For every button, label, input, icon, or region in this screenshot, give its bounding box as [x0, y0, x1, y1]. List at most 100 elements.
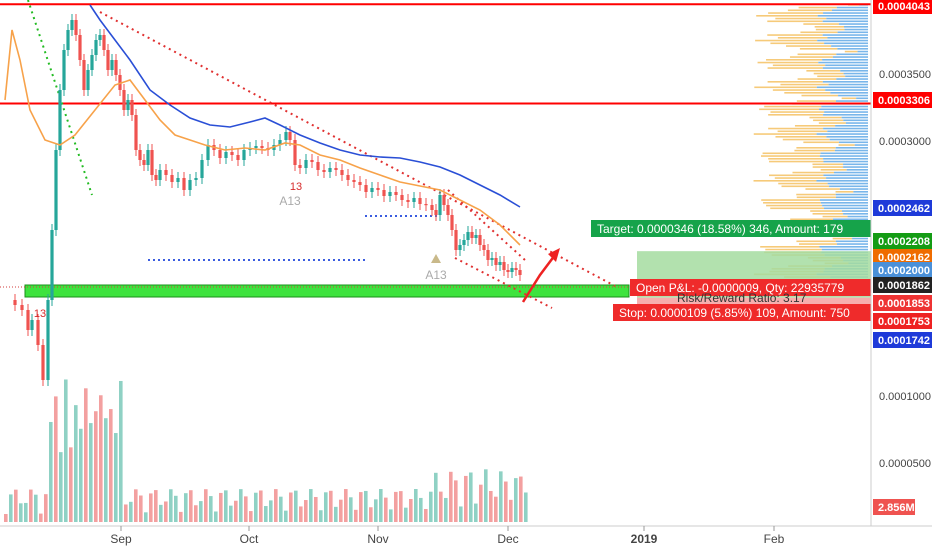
ma-fast-line	[4, 29, 521, 246]
vp-bar	[837, 31, 868, 34]
candle-body	[514, 268, 518, 270]
vp-bar	[841, 116, 868, 119]
volume-bar	[364, 490, 368, 522]
volume-bar	[504, 481, 508, 522]
annotation-a13: A13	[425, 268, 447, 282]
vp-bar	[766, 59, 823, 61]
candle-body	[98, 35, 102, 40]
vp-bar	[829, 185, 868, 188]
vp-bar	[843, 166, 868, 168]
vp-bar	[778, 182, 828, 185]
vp-bar	[813, 119, 844, 122]
vp-bar	[827, 37, 868, 39]
vp-bar	[823, 207, 868, 210]
pnl-label-bg	[630, 279, 871, 296]
time-tick-label: Feb	[764, 532, 785, 546]
vp-bar	[819, 199, 868, 201]
price-badge	[873, 249, 932, 265]
candle-body	[462, 240, 466, 245]
resistance-trendline[interactable]	[99, 11, 616, 287]
candle-body	[13, 300, 17, 305]
candle-body	[170, 175, 174, 182]
vp-bar	[838, 144, 855, 146]
price-badge-text: 0.0002162	[878, 252, 930, 264]
candle-body	[164, 170, 168, 175]
vp-bar	[767, 81, 823, 83]
candle-body	[486, 250, 490, 260]
vp-bar	[843, 26, 868, 28]
vp-bar	[768, 12, 824, 14]
stop-label[interactable]: Stop: 0.0000109 (5.85%) 109, Amount: 750	[613, 304, 871, 321]
vp-bar	[822, 215, 848, 218]
price-axis[interactable]: 0.0003500 0.0003000 0.0001000 0.0000500 0.00…	[873, 0, 932, 515]
candle-body	[242, 150, 246, 160]
candle-body	[388, 192, 392, 196]
candle-body	[36, 320, 40, 345]
vp-bar	[777, 37, 828, 39]
vp-bar	[818, 122, 846, 124]
volume-bar	[279, 496, 283, 522]
vp-bar	[765, 248, 822, 251]
price-badge	[873, 277, 932, 293]
candle-body	[78, 35, 82, 60]
support-band[interactable]	[24, 284, 630, 298]
volume-bar	[229, 505, 233, 522]
time-tick-label: 2019	[631, 532, 658, 546]
time-axis[interactable]: Sep Oct Nov Dec 2019 Feb	[110, 526, 785, 546]
candle-body	[130, 100, 134, 115]
candle-body	[506, 270, 510, 272]
vp-bar	[846, 169, 868, 171]
vp-bar	[756, 15, 818, 17]
volume-bar	[509, 499, 513, 522]
volume-bar	[134, 489, 138, 522]
volume-bar	[59, 452, 63, 522]
vp-bar	[832, 56, 868, 58]
ma-slow-line	[89, 4, 521, 208]
target-label-bg	[591, 220, 871, 237]
candle-body	[86, 70, 90, 90]
volume-bar	[444, 497, 448, 522]
vp-bar	[755, 39, 818, 42]
vp-bar	[835, 193, 868, 196]
vp-bar	[838, 141, 868, 144]
vp-bar	[796, 196, 836, 199]
vp-bar	[821, 248, 868, 251]
candle-body	[146, 150, 150, 165]
volume-bar	[469, 472, 473, 522]
candle-body	[418, 198, 422, 204]
volume-bar	[519, 476, 523, 522]
vp-bar	[775, 17, 827, 20]
target-label[interactable]: Target: 0.0000346 (18.58%) 346, Amount: …	[591, 220, 871, 237]
pnl-label[interactable]: Open P&L: -0.0000009, Qty: 22935779	[630, 279, 871, 296]
channel-lower-line[interactable]	[454, 257, 553, 309]
volume-bar	[499, 471, 503, 522]
vp-bar	[815, 28, 845, 31]
vp-bar	[753, 180, 817, 182]
vp-bar	[761, 199, 820, 201]
vp-bar	[839, 188, 868, 190]
candle-body	[352, 180, 356, 182]
price-badge-text: 0.0003306	[878, 95, 930, 107]
volume-bar	[34, 494, 38, 522]
vp-bar	[823, 114, 868, 116]
vp-bar	[800, 31, 838, 34]
volume-bar	[99, 395, 103, 522]
candle-body	[434, 210, 438, 215]
candle-body	[482, 245, 486, 250]
vp-bar	[806, 70, 841, 72]
vp-bar	[823, 127, 868, 130]
candle-body	[364, 185, 368, 192]
vp-bar	[836, 53, 868, 56]
rr-label: Risk/Reward Ratio: 3.17	[677, 291, 807, 305]
volume-bar	[149, 493, 153, 522]
vp-bar	[828, 83, 868, 86]
volume-bar	[54, 396, 58, 522]
volume-bar	[74, 405, 78, 522]
volume-bar	[64, 379, 68, 522]
candle-body	[298, 165, 302, 168]
vp-bar	[810, 210, 842, 212]
price-badge-text: 0.0002000	[878, 265, 930, 277]
volume-bar	[419, 497, 423, 522]
candle-body	[106, 50, 110, 70]
